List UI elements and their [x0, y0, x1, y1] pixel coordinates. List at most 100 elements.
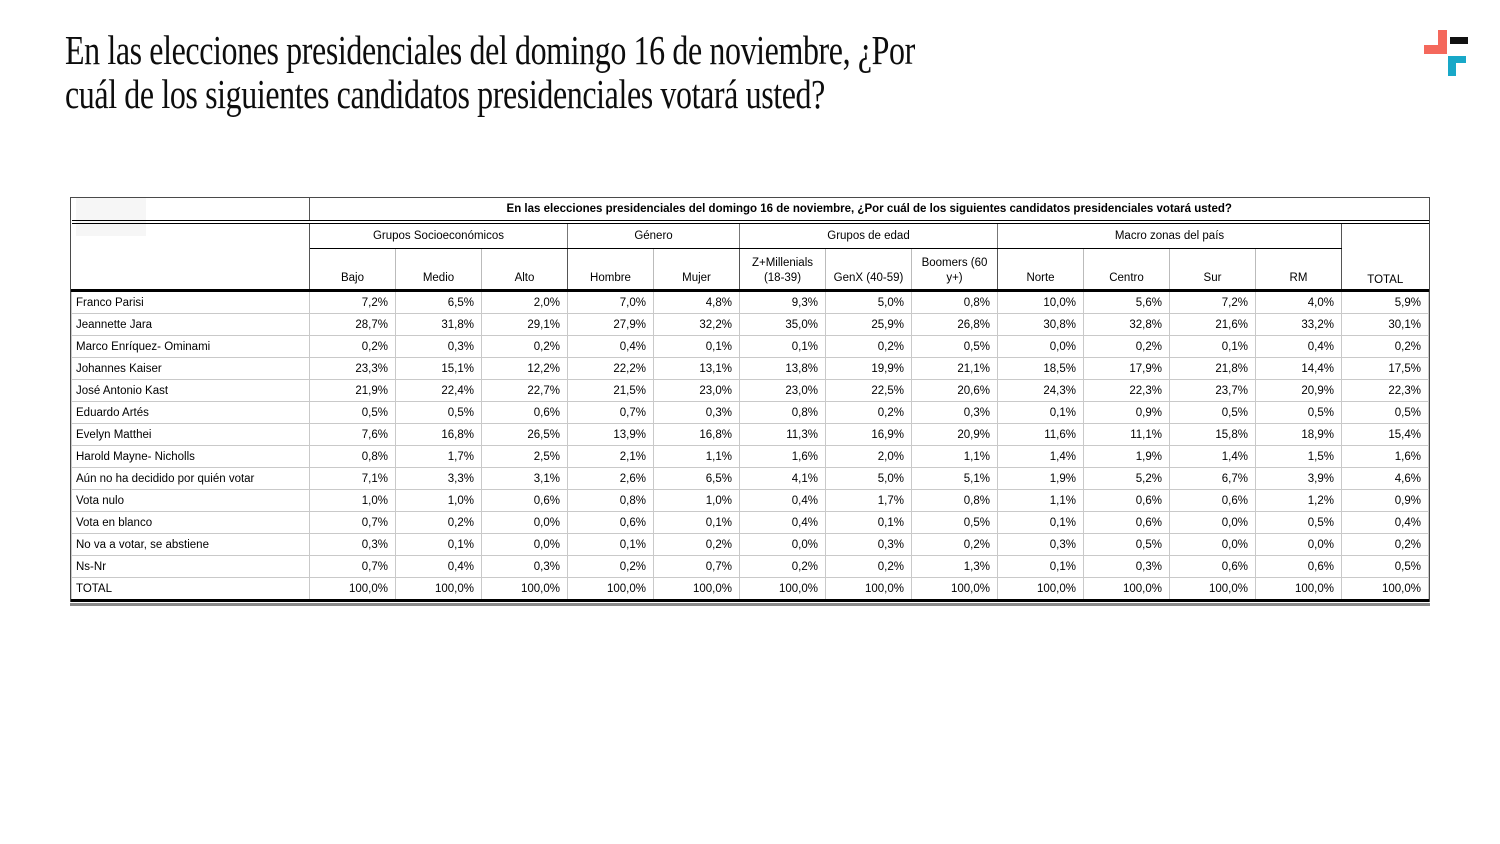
cell-value: 0,5%: [1255, 511, 1342, 534]
cell-value: 0,2%: [1083, 335, 1170, 358]
cell-value: 1,9%: [997, 467, 1084, 490]
cell-value: 13,8%: [739, 357, 826, 380]
logo-black-bar-icon: [1450, 37, 1468, 44]
cell-value: 27,9%: [567, 313, 654, 336]
cell-value: 0,1%: [825, 511, 912, 534]
table-row: No va a votar, se abstiene 0,3% 0,1% 0,0% 0,…: [71, 533, 1429, 556]
cell-value: 3,9%: [1255, 467, 1342, 490]
cell-value: 4,6%: [1341, 467, 1429, 490]
cell-value: 0,6%: [1169, 555, 1256, 578]
logo-teal-corner-icon: [1448, 56, 1456, 76]
table-row: Aún no ha decidido por quién votar 7,1% 3,…: [71, 467, 1429, 490]
cell-value: 12,2%: [481, 357, 568, 380]
table-row: Harold Mayne- Nicholls 0,8% 1,7% 2,5% 2,1% 1,…: [71, 445, 1429, 468]
cell-value: 0,5%: [911, 335, 998, 358]
cell-value: 100,0%: [395, 577, 482, 602]
cell-value: 16,8%: [653, 423, 740, 446]
corner-cell: [71, 198, 310, 224]
cell-value: 0,4%: [567, 335, 654, 358]
table-row: Johannes Kaiser 23,3% 15,1% 12,2% 22,2% 13,1%…: [71, 357, 1429, 380]
results-table-frame: En las elecciones presidenciales del dom…: [70, 197, 1430, 602]
cell-value: 1,0%: [309, 489, 396, 512]
cell-value: 5,0%: [825, 467, 912, 490]
cell-value: 0,9%: [1083, 401, 1170, 424]
cell-value: 0,3%: [309, 533, 396, 556]
logo-teal-corner-icon: [1448, 56, 1466, 63]
cell-value: 0,1%: [653, 511, 740, 534]
cell-value: 100,0%: [1255, 577, 1342, 602]
cell-value: 0,3%: [395, 335, 482, 358]
cell-value: 0,7%: [309, 511, 396, 534]
column-header-rm: RM: [1255, 248, 1342, 292]
cell-value: 21,8%: [1169, 357, 1256, 380]
cell-value: 0,5%: [1169, 401, 1256, 424]
cell-value: 0,8%: [567, 489, 654, 512]
cell-value: 0,2%: [395, 511, 482, 534]
cell-value: 0,8%: [911, 489, 998, 512]
cell-value: 21,9%: [309, 379, 396, 402]
column-header-alto: Alto: [481, 248, 568, 292]
cell-value: 0,0%: [481, 533, 568, 556]
row-label: TOTAL: [71, 577, 310, 602]
cell-value: 1,1%: [911, 445, 998, 468]
cell-value: 0,4%: [1255, 335, 1342, 358]
cell-value: 3,1%: [481, 467, 568, 490]
cell-value: 0,7%: [309, 555, 396, 578]
cell-value: 4,0%: [1255, 290, 1342, 314]
cell-value: 5,0%: [825, 290, 912, 314]
cell-value: 0,9%: [1341, 489, 1429, 512]
cell-value: 28,7%: [309, 313, 396, 336]
cell-value: 7,2%: [1169, 290, 1256, 314]
cell-value: 0,6%: [567, 511, 654, 534]
cell-value: 11,6%: [997, 423, 1084, 446]
cell-value: 0,1%: [997, 511, 1084, 534]
cell-value: 0,1%: [997, 555, 1084, 578]
cell-value: 15,1%: [395, 357, 482, 380]
cell-value: 0,5%: [1341, 555, 1429, 578]
cell-value: 100,0%: [739, 577, 826, 602]
table-row: José Antonio Kast 21,9% 22,4% 22,7% 21,5% 23,…: [71, 379, 1429, 402]
table-question: En las elecciones presidenciales del dom…: [309, 198, 1429, 224]
cell-value: 20,9%: [911, 423, 998, 446]
cell-value: 7,6%: [309, 423, 396, 446]
column-header-hombre: Hombre: [567, 248, 654, 292]
column-header-millenials: Z+Millenials (18-39): [739, 248, 826, 292]
cell-value: 24,3%: [997, 379, 1084, 402]
cell-value: 0,3%: [911, 401, 998, 424]
column-header-boomers: Boomers (60 y+): [911, 248, 998, 292]
cell-value: 11,1%: [1083, 423, 1170, 446]
cell-value: 100,0%: [653, 577, 740, 602]
cell-value: 17,9%: [1083, 357, 1170, 380]
cell-value: 0,3%: [481, 555, 568, 578]
cell-value: 15,8%: [1169, 423, 1256, 446]
row-label: Ns-Nr: [71, 555, 310, 578]
row-label: No va a votar, se abstiene: [71, 533, 310, 556]
cell-value: 100,0%: [567, 577, 654, 602]
cell-value: 0,2%: [911, 533, 998, 556]
cell-value: 6,5%: [395, 290, 482, 314]
cell-value: 1,6%: [739, 445, 826, 468]
cell-value: 100,0%: [911, 577, 998, 602]
logo-coral-corner-icon: [1438, 30, 1447, 54]
cell-value: 1,6%: [1341, 445, 1429, 468]
column-header-centro: Centro: [1083, 248, 1170, 292]
cell-value: 0,2%: [825, 335, 912, 358]
cell-value: 0,3%: [653, 401, 740, 424]
cell-value: 4,1%: [739, 467, 826, 490]
cell-value: 1,1%: [997, 489, 1084, 512]
cell-value: 0,7%: [567, 401, 654, 424]
cell-value: 100,0%: [309, 577, 396, 602]
cell-value: 0,5%: [395, 401, 482, 424]
row-label: José Antonio Kast: [71, 379, 310, 402]
table-row: Jeannette Jara 28,7% 31,8% 29,1% 27,9% 32,2% 3…: [71, 313, 1429, 336]
cell-value: 100,0%: [997, 577, 1084, 602]
cell-value: 0,1%: [1169, 335, 1256, 358]
row-label: Eduardo Artés: [71, 401, 310, 424]
cell-value: 18,5%: [997, 357, 1084, 380]
cell-value: 0,1%: [997, 401, 1084, 424]
cell-value: 16,8%: [395, 423, 482, 446]
cell-value: 1,7%: [395, 445, 482, 468]
cell-value: 1,2%: [1255, 489, 1342, 512]
column-header-genx: GenX (40-59): [825, 248, 912, 292]
cell-value: 0,4%: [395, 555, 482, 578]
